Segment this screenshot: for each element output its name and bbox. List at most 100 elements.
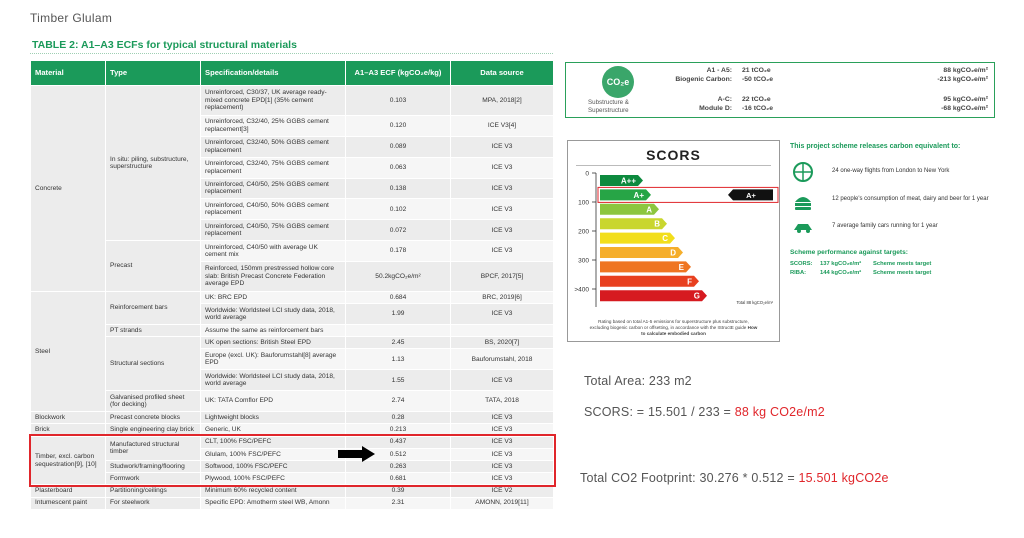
column-header: A1–A3 ECF (kgCO₂e/kg) [345,60,451,86]
co2-total: 22 tCO₂e [742,96,771,103]
grade-bar [600,175,643,186]
calc-text: Total CO2 Footprint: 30.276 * 0.512 = [580,471,799,485]
grade-label: D [670,249,676,258]
calc-text: SCORS: = 15.501 / 233 = [584,405,735,419]
scale-label: >400 [574,287,589,294]
co2-icon: CO₂e [602,66,634,98]
type-cell: Single engineering clay brick [105,423,201,437]
spec-cell: Unreinforced, C32/40, 25% GGBS cement re… [200,114,346,137]
burger-icon [795,203,811,206]
calc-result: 15.501 kgCO2e [798,471,889,485]
source-cell: ICE V3 [450,423,554,437]
source-cell: ICE V3[4] [450,114,554,137]
table-row: PT strands Assume the same as reinforceme… [31,324,554,338]
spec-cell: Worldwide: Worldsteel LCI study data, 20… [200,303,346,326]
spec-cell: Specific EPD: Amotherm steel WB, Amonn [200,496,346,511]
grade-label: G [694,292,700,301]
ecf-cell: 0.072 [345,219,451,242]
grade-bar [600,275,699,287]
arrow-shape [337,446,375,463]
spec-cell: Unreinforced, C40/50, 75% GGBS cement re… [200,219,346,242]
scors-note: Rating based on total A1-5 emissions for… [588,319,759,337]
spec-cell: Worldwide: Worldsteel LCI study data, 20… [200,369,346,392]
table-row: Galvanised profiled sheet (for decking) U… [31,390,554,413]
type-cell: Reinforcement bars [105,290,201,326]
source-cell: ICE V3 [450,303,554,326]
type-cell: Galvanised profiled sheet (for decking) [105,390,201,413]
table-row: Steel Reinforcement bars UK: BRC EPD 0.684 B… [30,290,554,413]
type-cell: PT strands [105,324,201,338]
target-value: 137 kgCO₂e/m² [820,261,862,267]
scors-title: SCORS [646,147,701,163]
table-row: Unreinforced, C32/40, 75% GGBS cement re… [31,156,554,179]
table-row: Concrete In situ: piling, substructure, s… [30,84,554,292]
arrow [337,446,375,463]
ecf-cell: 0.178 [345,240,451,263]
table-row: Formwork Plywood, 100% FSC/PEFC 0.681 ICE V… [31,472,554,486]
source-cell: TATA, 2018 [450,390,554,413]
ecf-cell: 0.213 [345,423,451,437]
burger-icon [795,207,811,210]
ecf-cell: 2.31 [345,496,451,511]
scors-panel: SCORS 0 100 200 300 >400 A++ A+ A+ A B C D E F G Total … [567,140,780,342]
co2-total: -50 tCO₂e [742,76,773,83]
target-status: Scheme meets target [873,261,932,267]
car-icon [794,224,812,230]
type-cell: Structural sections [105,336,201,392]
source-cell: ICE V3 [450,411,554,425]
material-cell: Intumescent paint [30,496,106,511]
table-row: Studwork/framing/flooring Softwood, 100% … [31,459,554,474]
co2-intensity: -68 kgCO₂e/m² [941,105,988,112]
spec-cell: UK open sections: British Steel EPD [200,336,346,350]
type-cell: Precast [105,240,201,292]
grade-label: F [687,277,692,286]
co2-label: A1 - A5: [706,67,732,74]
car-icon [797,229,801,233]
spec-cell: Unreinforced, C40/50 with average UK cem… [200,240,346,263]
table-row: Worldwide: Worldsteel LCI study data, 20… [31,369,554,392]
source-cell [450,324,554,338]
source-cell: ICE V3 [450,198,554,221]
source-cell: ICE V3 [450,435,554,449]
ecf-cell: 0.28 [345,411,451,425]
spec-cell: Unreinforced, C32/40, 50% GGBS cement re… [200,135,346,158]
car-icon [806,229,810,233]
spec-cell: UK: BRC EPD [200,290,346,305]
burger-icon [795,197,811,202]
grade-label: A+ [634,191,645,200]
divider [30,53,553,54]
globe-icon [794,163,812,181]
co2-intensity: -213 kgCO₂e/m² [937,76,988,83]
table-row: Unreinforced, C32/40, 25% GGBS cement re… [31,114,554,137]
spec-cell: Unreinforced, C32/40, 75% GGBS cement re… [200,156,346,179]
grade-bar [600,247,683,258]
ecf-cell: 0.102 [345,198,451,221]
target-label: SCORS: [790,261,813,267]
source-cell: MPA, 2018[2] [450,85,554,116]
co2-label: Biogenic Carbon: [675,76,732,83]
source-cell: ICE V3 [450,135,554,158]
icon-label: CO₂e [607,77,630,87]
ecf-cell: 0.089 [345,135,451,158]
grade-bar [600,290,707,302]
targets-title: Scheme performance against targets: [790,249,908,256]
ecf-cell: 0.063 [345,156,451,179]
target-label: RIBA: [790,270,807,276]
total-area: Total Area: 233 m2 [584,374,692,388]
table-row: Europe (excl. UK): Bauforumstahl[8] aver… [31,348,554,371]
material-cell: Steel [30,290,106,413]
table-row: Structural sections UK open sections: Bri… [31,336,554,392]
scale-label: 200 [578,229,589,236]
source-cell: ICE V3 [450,240,554,263]
table-row: Plasterboard Partitioning/ceilings Minimum… [30,484,554,498]
type-cell: Precast concrete blocks [105,411,201,425]
source-cell: ICE V3 [450,459,554,474]
spec-cell: UK: TATA Comflor EPD [200,390,346,413]
ecf-cell: 0.512 [345,447,451,462]
source-cell: ICE V3 [450,447,554,462]
scale-label: 300 [578,258,589,265]
page-title: Timber Glulam [30,11,113,25]
type-cell: Formwork [105,472,201,486]
grade-label: C [662,234,668,243]
